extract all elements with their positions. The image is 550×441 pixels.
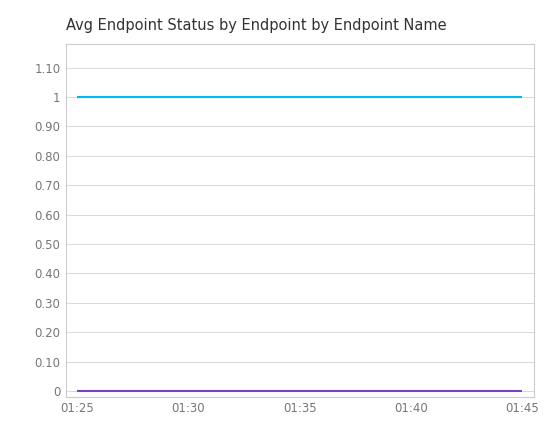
Text: Avg Endpoint Status by Endpoint by Endpoint Name: Avg Endpoint Status by Endpoint by Endpo…: [66, 18, 447, 33]
